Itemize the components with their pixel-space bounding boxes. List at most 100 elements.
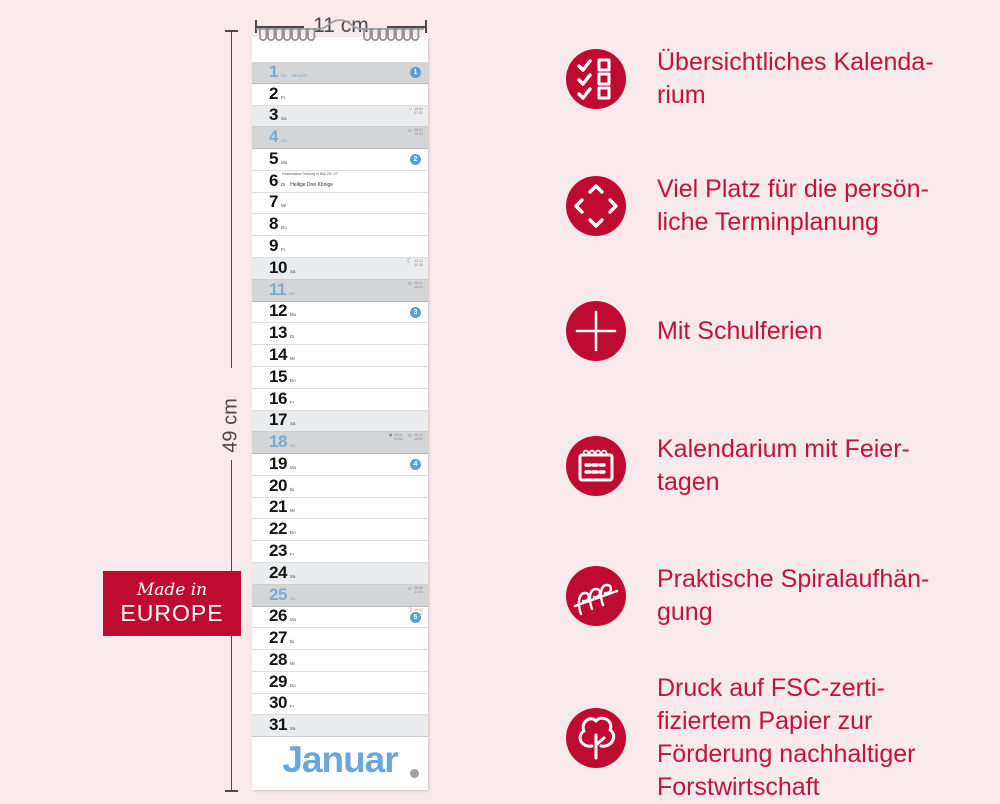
sun-moon-markers: ○ 15:54 07:31 — [409, 106, 423, 115]
weekday-abbr: Di — [289, 334, 295, 340]
weekday-abbr: Mi — [280, 203, 286, 209]
width-dimension-label: 11 cm — [313, 14, 369, 37]
day-number: 4 — [269, 127, 278, 147]
feature-item: Praktische Spiralaufhän- gung — [566, 563, 929, 629]
calendar-day-row: 4 So ☼ 08:24 16:33 — [252, 127, 428, 150]
calendar-day-row: 12 Mo 3 — [252, 301, 428, 324]
made-in-europe-badge: Made in EUROPE — [103, 571, 241, 636]
badge-line2: EUROPE — [120, 600, 224, 627]
day-line: 17 Sa — [269, 411, 295, 428]
astro-marker-icon: ☼ 08:15 16:52 — [406, 432, 423, 442]
weekday-abbr: Mi — [289, 508, 295, 514]
day-line: 11 So — [269, 281, 295, 298]
calendar-day-row: 3 Sa ○ 15:54 07:31 — [252, 105, 428, 128]
weekday-abbr: So — [288, 290, 295, 296]
astro-times: 08:15 16:52 — [414, 433, 423, 442]
day-line: 13 Di — [269, 324, 294, 341]
weekday-abbr: So — [280, 138, 287, 144]
weekday-abbr: Do — [280, 225, 287, 231]
day-number: 3 — [269, 105, 278, 125]
day-line: 7 Mi — [269, 193, 286, 210]
feature-item: Kalendarium mit Feier- tagen — [566, 433, 910, 499]
day-number: 24 — [269, 562, 287, 582]
day-line: 16 Fr — [269, 390, 294, 407]
week-number-badge: 4 — [410, 459, 421, 471]
weekday-abbr: Fr — [280, 94, 286, 100]
tree-icon — [566, 708, 626, 768]
calendar-day-row: 7 Mi — [252, 192, 428, 215]
day-number: 21 — [269, 497, 287, 517]
month-title: Januar — [282, 739, 398, 780]
calendar-day-row: 21 Mi — [252, 497, 428, 520]
day-line: 4 So — [269, 128, 286, 145]
day-line: 19 Mo — [269, 455, 296, 472]
checklist-icon — [566, 49, 626, 109]
day-number: 2 — [269, 83, 278, 103]
dimension-tick — [255, 20, 257, 33]
dimension-line — [230, 32, 232, 368]
calendar-day-row: 1 Do Neujahr 1 — [252, 62, 428, 84]
calendar-day-row: 11 So ☼ 08:21 16:41 — [252, 279, 428, 302]
day-number: 17 — [269, 410, 287, 430]
week-number-badge: 1 — [410, 67, 421, 78]
astro-glyph-icon: ● — [388, 432, 393, 440]
weekday-abbr: Fr — [289, 399, 295, 405]
weekday-abbr: Sa — [280, 116, 287, 122]
width-dimension: 11 cm — [255, 12, 427, 40]
dimension-tick — [425, 20, 427, 33]
day-number: 22 — [269, 519, 287, 539]
calendar-icon — [566, 436, 626, 496]
day-line: 2 Fr — [269, 85, 285, 102]
weekday-abbr: Fr — [289, 551, 295, 557]
day-number: 29 — [269, 671, 287, 691]
feature-text: Praktische Spiralaufhän- gung — [657, 565, 930, 626]
day-number: 25 — [269, 584, 287, 604]
astro-glyph-icon: ☼ — [406, 127, 413, 135]
weekday-abbr: Do — [289, 530, 296, 536]
calendar-day-row: 2 Fr — [252, 83, 428, 106]
sun-moon-markers: ☼ 08:24 16:33 — [406, 127, 423, 137]
day-line: 6 Di Heilige Drei Könige — [269, 172, 333, 189]
calendar-day-row: 19 Mo 4 — [252, 454, 428, 476]
astro-times: 15:54 07:31 — [414, 106, 423, 115]
sun-moon-markers: ☾ 23:12 10:38 — [406, 258, 423, 268]
spiral-binding-icon — [256, 19, 424, 42]
week-number-badge: 5 — [410, 611, 421, 623]
feature-text: Druck auf FSC-zerti- fiziertem Papier zu… — [657, 674, 916, 801]
calendar-day-row: 9 Fr — [252, 236, 428, 259]
astro-glyph-icon: ☾ — [406, 258, 413, 266]
day-number: 1 — [269, 62, 278, 81]
calendar-day-row: 15 Do — [252, 366, 428, 389]
astro-glyph-icon: ☼ — [406, 432, 413, 440]
astro-marker-icon: ● 15:31 07:52 — [388, 432, 403, 442]
calendar-day-row: Gesetzlicher Feiertag in BW, BY, ST 6 Di He… — [252, 170, 428, 193]
weekday-abbr: Mi — [289, 355, 295, 361]
day-number: 31 — [269, 715, 287, 735]
feature-text: Viel Platz für die persön- liche Terminp… — [657, 175, 929, 236]
calendar-rows: 1 Do Neujahr 1 2 Fr 3 Sa ○ 15:54 07:31 4 So ☼ 08:24 1… — [252, 62, 428, 738]
feature-item: Viel Platz für die persön- liche Terminp… — [566, 173, 929, 239]
weekday-abbr: Mo — [289, 464, 297, 470]
calendar-day-row: 16 Fr — [252, 388, 428, 411]
day-line: 26 Mo — [269, 607, 296, 624]
sun-moon-markers: ☼ 08:21 16:41 — [407, 280, 423, 289]
holiday-name: Heilige Drei Könige — [290, 181, 334, 188]
day-number: 8 — [269, 214, 278, 234]
day-number: 12 — [269, 301, 287, 321]
day-number: 11 — [269, 279, 286, 299]
calendar-page: 1 Do Neujahr 1 2 Fr 3 Sa ○ 15:54 07:31 4 So ☼ 08:24 1… — [252, 19, 428, 790]
astro-marker-icon: ☼ 08:21 16:41 — [407, 280, 423, 289]
calendar-day-row: 17 Sa — [252, 410, 428, 433]
calendar-day-row: 14 Mi — [252, 345, 428, 367]
feature-text: Kalendarium mit Feier- tagen — [657, 435, 910, 496]
day-line: 23 Fr — [269, 542, 294, 559]
day-line: 31 Sa — [269, 716, 295, 733]
day-line: 20 Di — [269, 477, 294, 494]
day-line: 21 Mi — [269, 498, 295, 515]
calendar-day-row: 24 Sa — [252, 562, 428, 585]
publisher-logo-icon — [410, 769, 419, 778]
astro-times: 08:24 16:33 — [414, 128, 423, 137]
week-number-badge: 2 — [410, 154, 421, 166]
day-line: 18 So — [269, 433, 295, 450]
